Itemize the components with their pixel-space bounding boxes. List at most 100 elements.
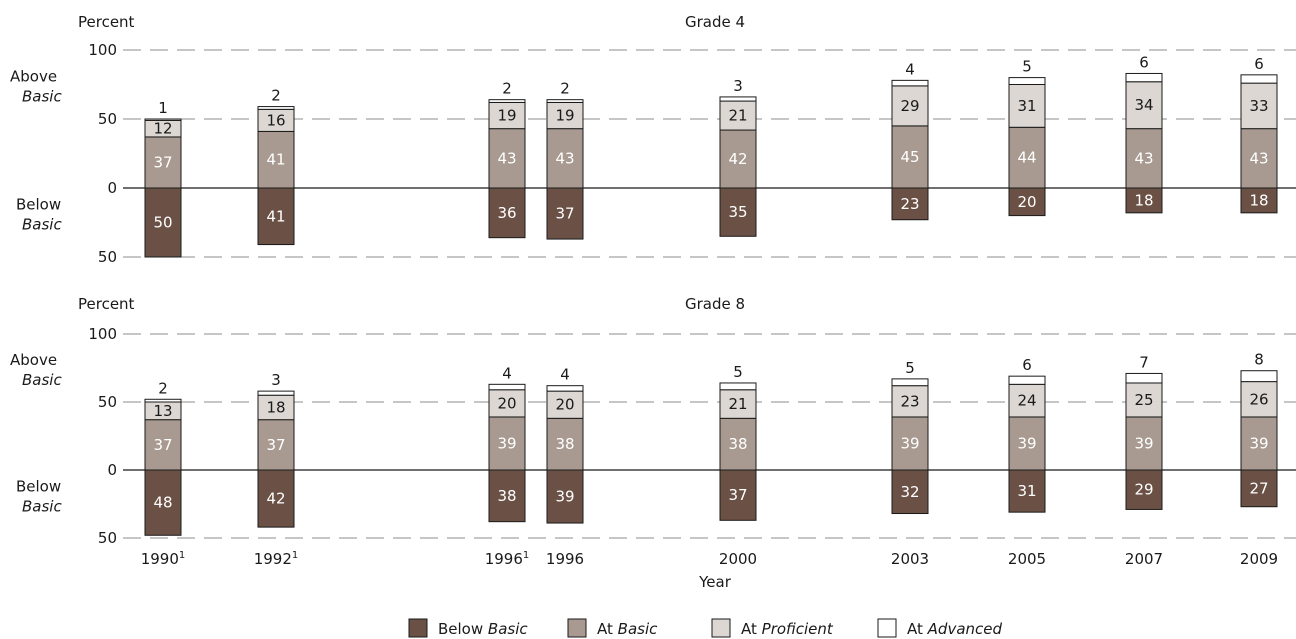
- data-label: 21: [728, 395, 747, 413]
- y-tick-label: 100: [88, 325, 117, 343]
- bar-segment-at-proficient: [891, 85, 929, 127]
- bar-segment-at-advanced: [719, 382, 757, 391]
- bar-segment-below-basic: [1008, 469, 1046, 513]
- data-label-advanced: 6: [1139, 53, 1149, 71]
- data-label-advanced: 2: [502, 80, 512, 98]
- legend-swatch-at-basic: [567, 618, 587, 638]
- data-label: 19: [497, 107, 516, 125]
- data-label: 23: [900, 195, 919, 213]
- data-label-advanced: 2: [158, 379, 168, 397]
- bar-segment-at-basic: [719, 417, 757, 471]
- data-label: 38: [728, 435, 747, 453]
- data-label: 12: [153, 120, 172, 138]
- bar-segment-at-proficient: [719, 389, 757, 419]
- bar-segment-below-basic: [1125, 187, 1163, 214]
- below-label: Below: [16, 477, 61, 495]
- data-label: 45: [900, 148, 919, 166]
- bar-segment-below-basic: [144, 187, 182, 258]
- bar-segment-below-basic: [1240, 187, 1278, 214]
- x-tick-label: 2000: [719, 550, 757, 568]
- data-label-advanced: 6: [1254, 55, 1264, 73]
- bar-segment-at-advanced: [1240, 74, 1278, 84]
- data-label: 39: [900, 434, 919, 452]
- bar-segment-at-advanced: [1008, 375, 1046, 385]
- bar-segment-at-advanced: [1125, 72, 1163, 83]
- bar-segment-at-advanced: [1125, 372, 1163, 384]
- bar-segment-below-basic: [891, 469, 929, 515]
- data-label: 29: [900, 97, 919, 115]
- data-label: 38: [555, 435, 574, 453]
- data-label-advanced: 5: [905, 359, 915, 377]
- x-tick-label: 19961: [485, 550, 530, 568]
- above-label-basic: Basic: [22, 88, 62, 106]
- data-label: 43: [1134, 149, 1153, 167]
- data-label-advanced: 5: [733, 363, 743, 381]
- above-label: Above: [10, 68, 57, 86]
- data-label: 43: [555, 149, 574, 167]
- bar-segment-at-basic: [546, 128, 584, 189]
- x-tick-label: 19921: [254, 550, 299, 568]
- bar-segment-at-basic: [719, 129, 757, 189]
- legend-label-below-basic: Below Basic: [438, 620, 528, 638]
- bar-segment-at-proficient: [546, 390, 584, 419]
- x-tick-label: 1996: [546, 550, 584, 568]
- bar-segment-at-advanced: [1240, 370, 1278, 383]
- data-label: 39: [1249, 434, 1268, 452]
- bar-segment-at-basic: [1008, 126, 1046, 189]
- data-label: 20: [497, 394, 516, 412]
- data-label-advanced: 4: [905, 60, 915, 78]
- data-label-advanced: 4: [560, 366, 570, 384]
- x-tick-label: 2009: [1240, 550, 1278, 568]
- legend-label-at-proficient: At Proficient: [741, 620, 834, 638]
- bar-segment-at-advanced: [546, 99, 584, 103]
- y-tick-label: 50: [98, 248, 117, 266]
- bar-segment-at-advanced: [546, 385, 584, 392]
- data-label: 18: [266, 398, 285, 416]
- bar-segment-at-advanced: [488, 99, 526, 103]
- data-label: 26: [1249, 390, 1268, 408]
- data-label: 39: [555, 488, 574, 506]
- data-label: 43: [497, 149, 516, 167]
- bar-segment-at-advanced: [257, 390, 295, 396]
- y-tick-label: 50: [98, 393, 117, 411]
- bar-segment-below-basic: [719, 469, 757, 521]
- bar-segment-below-basic: [1125, 469, 1163, 510]
- data-label-advanced: 2: [271, 87, 281, 105]
- bar-segment-at-advanced: [257, 106, 295, 110]
- x-axis-title: Year: [698, 573, 732, 591]
- data-label: 50: [153, 214, 172, 232]
- y-tick-label: 50: [98, 529, 117, 547]
- data-label: 37: [153, 436, 172, 454]
- y-tick-label: 50: [98, 110, 117, 128]
- data-label: 16: [266, 111, 285, 129]
- bar-segment-at-advanced: [891, 79, 929, 87]
- bar-segment-at-basic: [1240, 128, 1278, 189]
- above-label-basic: Basic: [22, 371, 62, 389]
- data-label: 31: [1017, 97, 1036, 115]
- bar-segment-at-proficient: [1240, 381, 1278, 418]
- data-label: 21: [728, 107, 747, 125]
- data-label-advanced: 2: [560, 80, 570, 98]
- data-label: 25: [1134, 391, 1153, 409]
- y-tick-label: 100: [88, 41, 117, 59]
- data-label: 24: [1017, 392, 1036, 410]
- data-label: 19: [555, 107, 574, 125]
- data-label: 33: [1249, 97, 1268, 115]
- below-label-basic: Basic: [22, 216, 62, 234]
- x-tick-label: 2005: [1008, 550, 1046, 568]
- legend-label-at-basic: At Basic: [597, 620, 658, 638]
- bar-segment-below-basic: [488, 469, 526, 523]
- x-tick-label: 19901: [141, 550, 186, 568]
- data-label-advanced: 6: [1022, 356, 1032, 374]
- bar-segment-below-basic: [1240, 469, 1278, 508]
- bar-segment-at-basic: [1125, 128, 1163, 189]
- below-label: Below: [16, 196, 61, 214]
- data-label: 41: [266, 207, 285, 225]
- bar-segment-at-basic: [1008, 416, 1046, 471]
- data-label: 29: [1134, 481, 1153, 499]
- data-label-advanced: 3: [733, 77, 743, 95]
- bar-segment-at-basic: [144, 419, 182, 471]
- panel-title: Grade 4: [685, 13, 745, 31]
- y-tick-label: 0: [107, 461, 117, 479]
